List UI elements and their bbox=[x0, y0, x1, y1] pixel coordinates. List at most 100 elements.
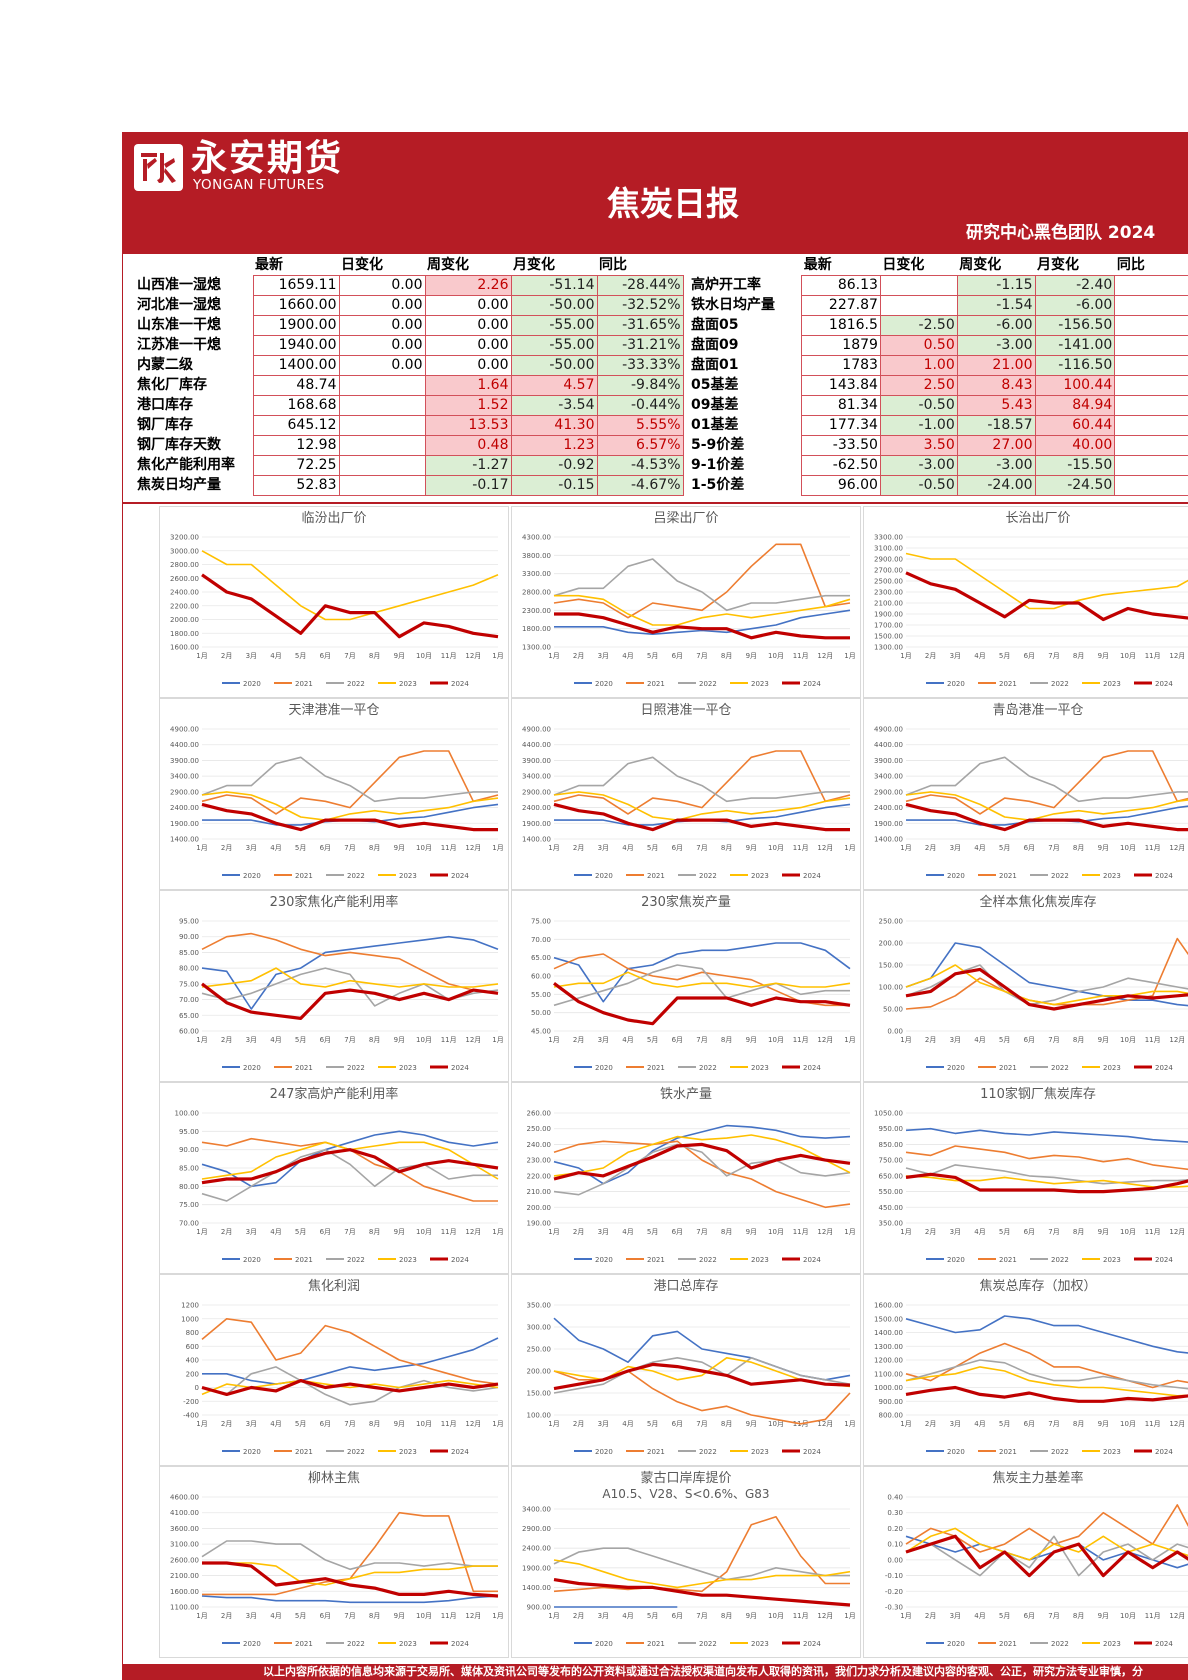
table-cell: 12.98 bbox=[252, 435, 340, 456]
x-tick-label: 10月 bbox=[768, 1420, 784, 1428]
col-header-daily: 日变化 bbox=[882, 257, 925, 273]
table-cell: 177.34 bbox=[801, 415, 881, 436]
x-tick-label: 1月 bbox=[900, 1228, 911, 1236]
legend-label: 2022 bbox=[347, 1448, 365, 1456]
row-label: 盘面01 bbox=[691, 357, 739, 373]
x-tick-label: 12月 bbox=[465, 844, 481, 852]
table-cell: 96.00 bbox=[801, 475, 881, 496]
line-chart: 3200.00 3000.00 2800.00 2600.00 2400.00 2200.… bbox=[170, 534, 504, 689]
chart-panel: 青岛港准一平仓 4900.00 4400.00 3900.00 3400.00 2900.… bbox=[863, 698, 1188, 890]
x-tick-label: 2月 bbox=[221, 1612, 232, 1620]
table-cell: -15.50 bbox=[1034, 455, 1116, 476]
x-tick-label: 8月 bbox=[369, 652, 380, 660]
x-tick-label: 5月 bbox=[999, 844, 1010, 852]
y-tick-label: 65.00 bbox=[179, 1012, 199, 1020]
row-label: 1-5价差 bbox=[691, 477, 745, 493]
x-tick-label: 6月 bbox=[1024, 844, 1035, 852]
y-tick-label: 70.00 bbox=[531, 936, 551, 944]
x-tick-label: 2月 bbox=[925, 652, 936, 660]
line-chart: 1600.00 1500.00 1400.00 1300.00 1200.00 1100.… bbox=[874, 1302, 1188, 1456]
y-tick-label: 800 bbox=[186, 1329, 199, 1337]
x-tick-label: 7月 bbox=[1048, 1228, 1059, 1236]
table-cell: -50.00 bbox=[510, 355, 598, 376]
legend-label: 2024 bbox=[1155, 1448, 1173, 1456]
x-tick-label: 6月 bbox=[320, 1036, 331, 1044]
table-cell: 13.53 bbox=[424, 415, 512, 436]
col-header-latest: 最新 bbox=[803, 257, 832, 273]
line-chart: 3400.00 2900.00 2400.00 1900.00 1400.00 900.0… bbox=[522, 1506, 856, 1649]
y-tick-label: 2700.00 bbox=[874, 567, 903, 575]
y-tick-label: 3900.00 bbox=[522, 757, 551, 765]
x-tick-label: 2月 bbox=[925, 1420, 936, 1428]
x-tick-label: 3月 bbox=[598, 1612, 609, 1620]
x-tick-label: 12月 bbox=[465, 1612, 481, 1620]
series-line-2021 bbox=[202, 1511, 498, 1596]
table-cell: -2.50 bbox=[879, 315, 958, 336]
table-cell: 0.00 bbox=[424, 335, 512, 356]
x-tick-label: 6月 bbox=[672, 1612, 683, 1620]
table-row: 山西准一湿熄 1659.11 0.00 2.26 -51.14 -28.44% bbox=[135, 275, 684, 296]
y-tick-label: 0.20 bbox=[887, 1525, 903, 1533]
x-tick-label: 8月 bbox=[369, 1420, 380, 1428]
x-tick-label: 5月 bbox=[295, 1228, 306, 1236]
y-tick-label: 400 bbox=[186, 1357, 199, 1365]
x-tick-label: 4月 bbox=[974, 1228, 985, 1236]
y-tick-label: 3600.00 bbox=[170, 1525, 199, 1533]
chart-title: 长治出厂价 bbox=[1005, 511, 1071, 526]
series-line-2023 bbox=[905, 552, 1188, 610]
x-tick-label: 8月 bbox=[1073, 844, 1084, 852]
row-label: 盘面09 bbox=[691, 337, 739, 353]
x-tick-label: 7月 bbox=[344, 652, 355, 660]
x-tick-label: 11月 bbox=[1145, 1228, 1161, 1236]
table-cell bbox=[338, 395, 426, 416]
y-tick-label: 1900.00 bbox=[522, 1564, 551, 1572]
y-tick-label: 2400.00 bbox=[874, 804, 903, 812]
x-tick-label: 12月 bbox=[817, 844, 833, 852]
y-tick-label: 350.00 bbox=[527, 1302, 552, 1310]
chart-title: 230家焦炭产量 bbox=[641, 895, 731, 910]
y-tick-label: 70.00 bbox=[179, 1220, 199, 1228]
legend-label: 2021 bbox=[647, 680, 665, 688]
series-line-2022 bbox=[201, 1366, 499, 1406]
x-tick-label: 11月 bbox=[793, 1036, 809, 1044]
x-tick-label: 2月 bbox=[221, 1420, 232, 1428]
table-cell: 1.64 bbox=[424, 375, 512, 396]
left-indicator-table: 最新 日变化 周变化 月变化 同比 山西准一湿熄 1659.11 0.00 2.26-… bbox=[135, 256, 684, 496]
y-tick-label: -0.20 bbox=[885, 1588, 903, 1596]
x-tick-label: 9月 bbox=[394, 1612, 405, 1620]
x-tick-label: 10月 bbox=[1120, 1612, 1136, 1620]
chart-title: 柳林主焦 bbox=[307, 1471, 360, 1486]
x-tick-label: 1月 bbox=[844, 652, 855, 660]
x-tick-label: 9月 bbox=[1098, 844, 1109, 852]
x-tick-label: 7月 bbox=[1048, 652, 1059, 660]
y-tick-label: 3100.00 bbox=[874, 545, 903, 553]
table-cell: 168.68 bbox=[252, 395, 340, 416]
y-tick-label: 1600.00 bbox=[874, 1302, 903, 1310]
x-tick-label: 12月 bbox=[1169, 1420, 1185, 1428]
y-tick-label: 2900.00 bbox=[874, 788, 903, 796]
y-tick-label: 85.00 bbox=[179, 949, 199, 957]
legend-label: 2022 bbox=[1051, 1256, 1069, 1264]
legend-label: 2021 bbox=[647, 1640, 665, 1648]
row-label: 河北准一湿熄 bbox=[137, 297, 221, 313]
legend-label: 2020 bbox=[595, 1256, 613, 1264]
legend-label: 2023 bbox=[751, 1064, 769, 1072]
col-header-monthly: 月变化 bbox=[513, 257, 555, 273]
series-line-2023 bbox=[553, 1134, 851, 1177]
y-tick-label: 1300.00 bbox=[874, 1343, 903, 1351]
legend-label: 2023 bbox=[399, 1064, 417, 1072]
series-line-2024 bbox=[553, 1362, 851, 1391]
legend-label: 2024 bbox=[803, 1064, 821, 1072]
series-line-2024 bbox=[905, 967, 1188, 1011]
x-tick-label: 11月 bbox=[441, 1420, 457, 1428]
chart-panel: 吕梁出厂价 4300.00 3800.00 3300.00 2800.00 2300.00… bbox=[511, 506, 861, 698]
table-cell: 143.84 bbox=[801, 375, 881, 396]
x-tick-label: 1月 bbox=[548, 1228, 559, 1236]
table-cell: 0.50 bbox=[879, 335, 958, 356]
series-line-2021 bbox=[201, 1317, 499, 1385]
legend-label: 2022 bbox=[699, 1640, 717, 1648]
x-tick-label: 4月 bbox=[270, 1036, 281, 1044]
y-tick-label: 650.00 bbox=[879, 1172, 904, 1180]
x-tick-label: 10月 bbox=[1120, 1036, 1136, 1044]
y-tick-label: 90.00 bbox=[179, 1146, 199, 1154]
